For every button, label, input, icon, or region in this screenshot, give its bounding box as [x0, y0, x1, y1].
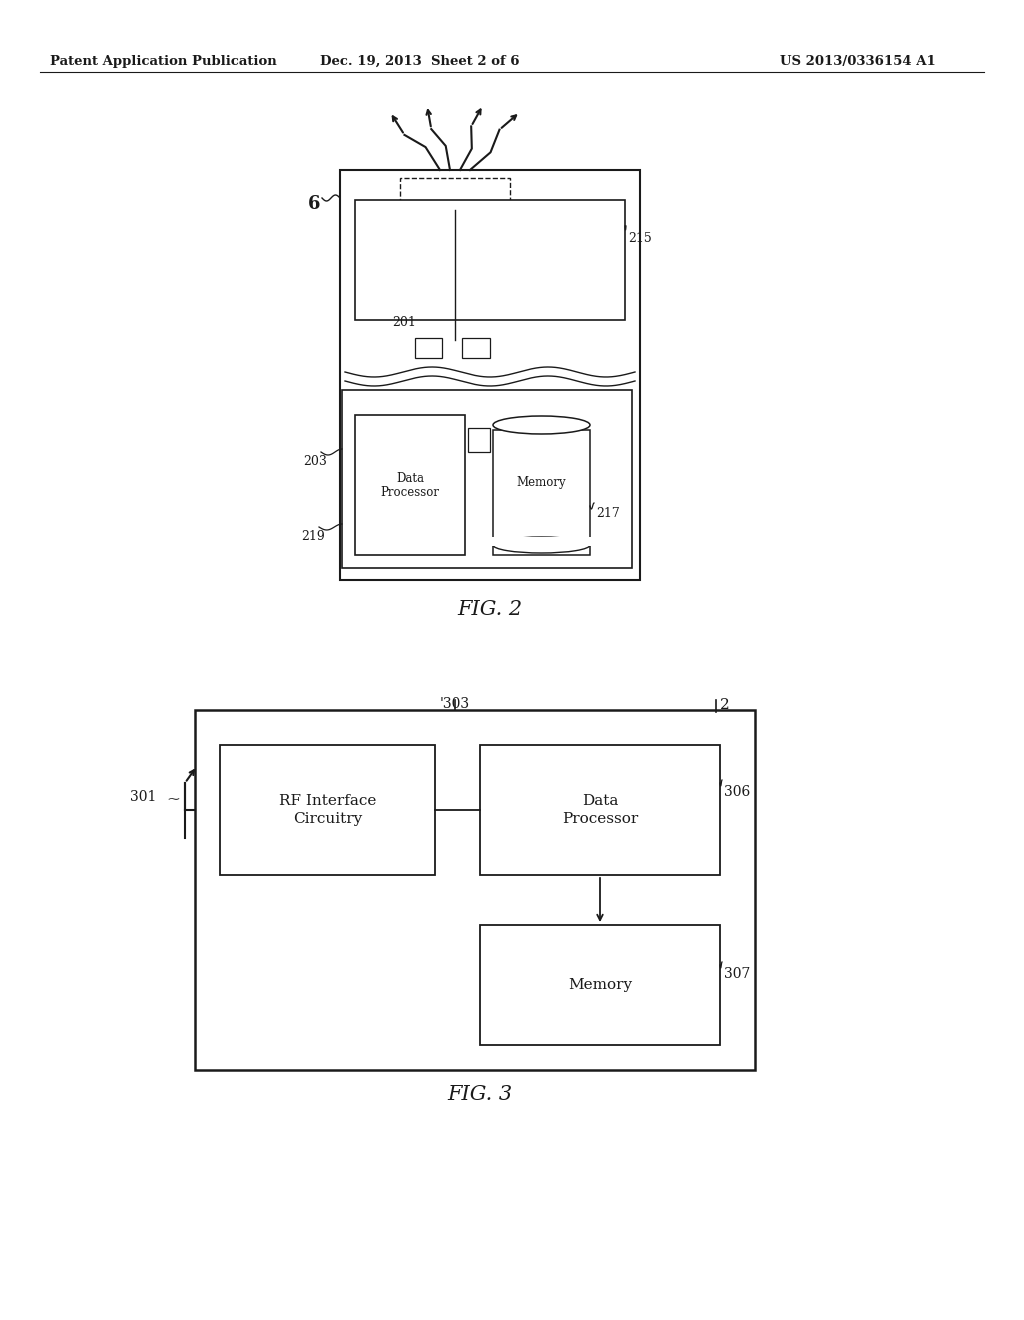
Text: Data: Data	[396, 471, 424, 484]
Text: Processor: Processor	[562, 812, 638, 826]
Text: 201: 201	[392, 315, 416, 329]
Text: Patent Application Publication: Patent Application Publication	[50, 55, 276, 69]
Text: 203: 203	[303, 455, 327, 469]
Text: Processor: Processor	[381, 486, 439, 499]
Text: 215: 215	[628, 232, 651, 246]
Text: Memory: Memory	[517, 477, 566, 488]
Text: FIG. 2: FIG. 2	[458, 601, 522, 619]
Text: 307: 307	[724, 968, 751, 981]
Text: 301: 301	[130, 789, 157, 804]
Text: RF Interface: RF Interface	[279, 795, 376, 808]
Bar	[220, 744, 435, 875]
Bar	[342, 389, 632, 568]
Text: FIG. 3: FIG. 3	[447, 1085, 513, 1104]
Text: Data: Data	[582, 795, 618, 808]
Bar	[415, 338, 442, 358]
Bar	[480, 925, 720, 1045]
Ellipse shape	[493, 416, 590, 434]
Bar	[400, 178, 510, 210]
Bar	[492, 537, 591, 546]
Text: US 2013/0336154 A1: US 2013/0336154 A1	[780, 55, 936, 69]
Text: 217: 217	[596, 507, 620, 520]
Bar	[493, 430, 590, 554]
Text: 306: 306	[724, 785, 751, 799]
Bar	[480, 744, 720, 875]
Text: Circuitry: Circuitry	[293, 812, 362, 826]
Bar	[355, 201, 625, 319]
Text: 219: 219	[301, 531, 325, 543]
Text: '303: '303	[440, 697, 470, 711]
Text: 6: 6	[308, 195, 321, 213]
Bar	[195, 710, 755, 1071]
Text: Memory: Memory	[568, 978, 632, 993]
Bar	[355, 414, 465, 554]
Bar	[340, 170, 640, 579]
Bar	[462, 338, 490, 358]
Bar	[468, 428, 490, 451]
Text: Dec. 19, 2013  Sheet 2 of 6: Dec. 19, 2013 Sheet 2 of 6	[321, 55, 520, 69]
Text: 2: 2	[720, 698, 730, 711]
Text: ~: ~	[166, 789, 180, 807]
